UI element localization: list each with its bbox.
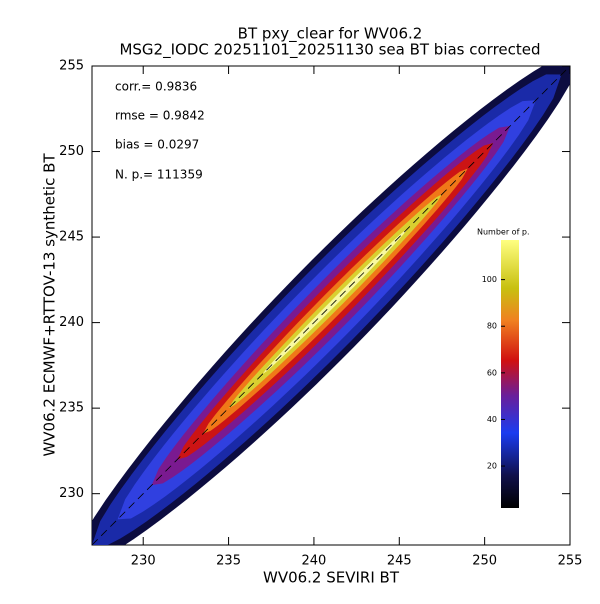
annotation: bias = 0.0297 (115, 138, 199, 152)
y-tick-label: 245 (59, 230, 84, 245)
y-tick-label: 240 (59, 315, 84, 330)
x-tick-label: 255 (558, 554, 583, 569)
annotation: N. p.= 111359 (115, 168, 203, 182)
colorbar-tick-label: 100 (482, 275, 497, 284)
y-axis-label: WV06.2 ECMWF+RTTOV-13 synthetic BT (41, 153, 59, 457)
y-tick-label: 250 (59, 144, 84, 159)
colorbar-tick-label: 80 (487, 322, 497, 331)
one-to-one-line (92, 66, 570, 545)
colorbar (501, 240, 519, 508)
plot-frame (91, 65, 571, 546)
x-tick-label: 245 (387, 554, 412, 569)
x-tick-label: 240 (302, 554, 327, 569)
colorbar-tick-label: 60 (487, 368, 497, 377)
x-axis-label: WV06.2 SEVIRI BT (263, 569, 400, 587)
density-field (92, 66, 570, 545)
y-tick-label: 235 (59, 401, 84, 416)
y-tick-label: 230 (59, 486, 84, 501)
colorbar-tick-label: 40 (487, 415, 497, 424)
colorbar-title: Number of p. (477, 228, 530, 237)
y-tick-label: 255 (59, 59, 84, 74)
annotation: rmse = 0.9842 (115, 109, 205, 123)
x-tick-label: 250 (472, 554, 497, 569)
colorbar-tick-label: 20 (487, 462, 497, 471)
annotation: corr.= 0.9836 (115, 80, 197, 94)
chart-title: BT pxy_clear for WV06.2 (238, 25, 423, 44)
chart-subtitle: MSG2_IODC 20251101_20251130 sea BT bias … (119, 41, 540, 60)
x-tick-label: 230 (131, 554, 156, 569)
x-tick-label: 235 (216, 554, 241, 569)
